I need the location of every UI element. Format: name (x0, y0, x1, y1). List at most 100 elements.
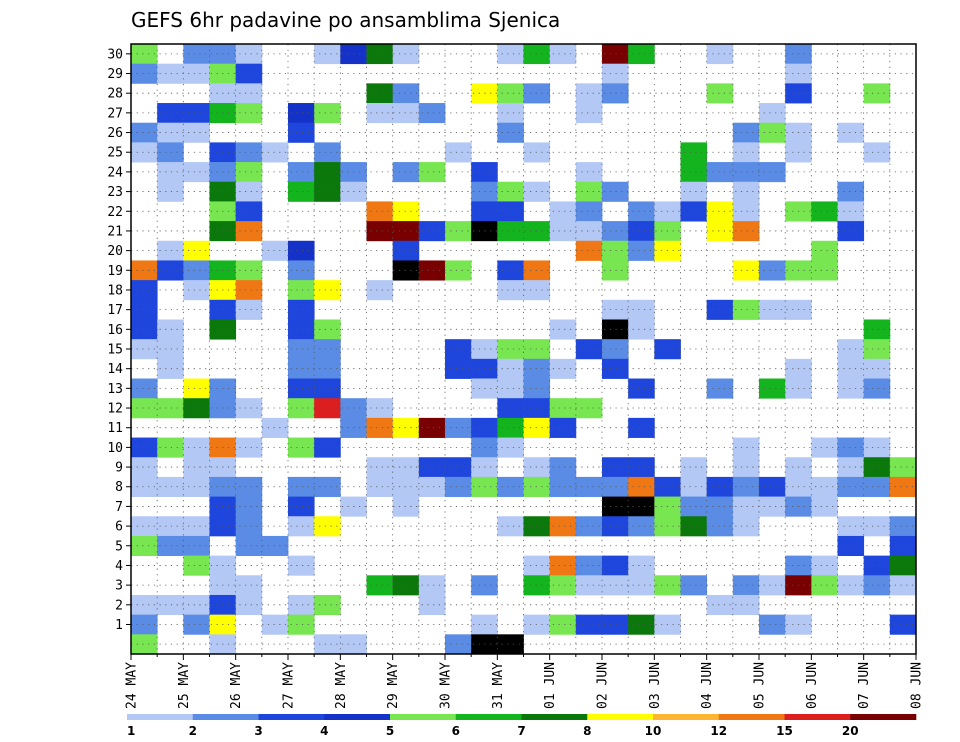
heatmap-cell (575, 516, 603, 537)
heatmap-cell (837, 221, 865, 242)
heatmap-cell (288, 299, 315, 320)
heatmap-cell (183, 614, 210, 635)
legend-label: 10 (645, 724, 662, 738)
y-tick-label: 9 (115, 461, 123, 476)
heatmap-cell (549, 221, 577, 242)
heatmap-cell (837, 358, 865, 379)
heatmap-cell (392, 260, 420, 281)
heatmap-cell (235, 594, 263, 616)
heatmap-cell (235, 201, 263, 222)
heatmap-cell (183, 103, 210, 124)
x-tick-label: 01 JUN (543, 662, 558, 709)
heatmap-cell (314, 44, 341, 65)
heatmap-cell (628, 417, 655, 438)
y-tick-label: 6 (115, 520, 123, 535)
heatmap-cell (837, 575, 865, 596)
heatmap-cell (497, 339, 524, 360)
heatmap-cell (549, 417, 577, 438)
legend-swatch (127, 714, 194, 720)
heatmap-cell (288, 240, 315, 261)
heatmap-cell (418, 457, 446, 478)
heatmap-cell (837, 378, 865, 399)
heatmap-cell (575, 103, 603, 124)
heatmap-cell (706, 162, 734, 183)
heatmap-cell (131, 457, 158, 478)
heatmap-cell (706, 299, 734, 320)
heatmap-cell (837, 516, 865, 537)
heatmap-cell (288, 358, 315, 379)
heatmap-cell (288, 516, 315, 537)
heatmap-cell (131, 535, 158, 557)
heatmap-cell (889, 614, 917, 635)
heatmap-cell (183, 457, 210, 478)
heatmap-cell (157, 398, 184, 419)
heatmap-cell (183, 280, 210, 301)
heatmap-cell (418, 417, 446, 438)
y-axis: 1234567891011121314151617181920212223242… (107, 47, 131, 633)
heatmap-cell (863, 339, 891, 360)
heatmap-cell (157, 63, 184, 84)
heatmap-cell (497, 417, 524, 438)
heatmap-cell (131, 339, 158, 360)
heatmap-cell (628, 516, 655, 537)
heatmap-cell (889, 535, 917, 557)
heatmap-cell (575, 614, 603, 635)
heatmap-cell (445, 476, 472, 497)
heatmap-cell (183, 63, 210, 84)
heatmap-cell (235, 280, 263, 301)
heatmap-cell (732, 221, 760, 242)
heatmap-cell (288, 260, 315, 281)
heatmap-cell (235, 496, 263, 517)
heatmap-cell (863, 142, 891, 163)
heatmap-cell (366, 44, 394, 65)
heatmap-cell (602, 240, 629, 261)
heatmap-cell (732, 457, 760, 478)
y-tick-label: 2 (115, 598, 123, 613)
heatmap-cell (392, 457, 420, 478)
heatmap-cell (602, 339, 629, 360)
heatmap-cell (157, 103, 184, 124)
heatmap-cell (418, 575, 446, 596)
heatmap-cell (183, 240, 210, 261)
heatmap-cell (732, 594, 760, 616)
heatmap-cell (366, 398, 394, 419)
grid-lines (131, 44, 916, 654)
heatmap-cell (131, 634, 158, 655)
heatmap-cell (889, 575, 917, 596)
y-tick-label: 18 (107, 283, 123, 298)
heatmap-cell (811, 476, 838, 497)
heatmap-cell (549, 516, 577, 537)
heatmap-cell (732, 437, 760, 458)
heatmap-cell (889, 457, 917, 478)
x-tick-label: 30 MAY (439, 662, 454, 709)
heatmap-cell (759, 496, 786, 517)
heatmap-cell (863, 575, 891, 596)
heatmap-cell (732, 260, 760, 281)
heatmap-cell (497, 83, 524, 104)
legend-label: 5 (386, 724, 394, 738)
heatmap-cell (235, 535, 263, 557)
heatmap-cell (732, 575, 760, 596)
heatmap-cell (759, 103, 786, 124)
legend-label: 6 (452, 724, 460, 738)
legend-label: 1 (127, 724, 135, 738)
heatmap-cell (575, 181, 603, 202)
y-tick-label: 10 (107, 441, 123, 456)
heatmap-cell (235, 103, 263, 124)
x-tick-label: 27 MAY (282, 662, 297, 709)
heatmap-cell (314, 476, 341, 497)
heatmap-cell (366, 476, 394, 497)
heatmap-cell (732, 181, 760, 202)
heatmap-cell (549, 575, 577, 596)
legend-label: 12 (710, 724, 727, 738)
heatmap-cell (314, 339, 341, 360)
heatmap-cell (549, 358, 577, 379)
heatmap-cell (628, 555, 655, 576)
heatmap-cell (575, 201, 603, 222)
heatmap-cell (497, 201, 524, 222)
heatmap-cell (497, 476, 524, 497)
heatmap-cell (235, 575, 263, 596)
heatmap-cell (706, 83, 734, 104)
legend-swatch (390, 714, 457, 720)
